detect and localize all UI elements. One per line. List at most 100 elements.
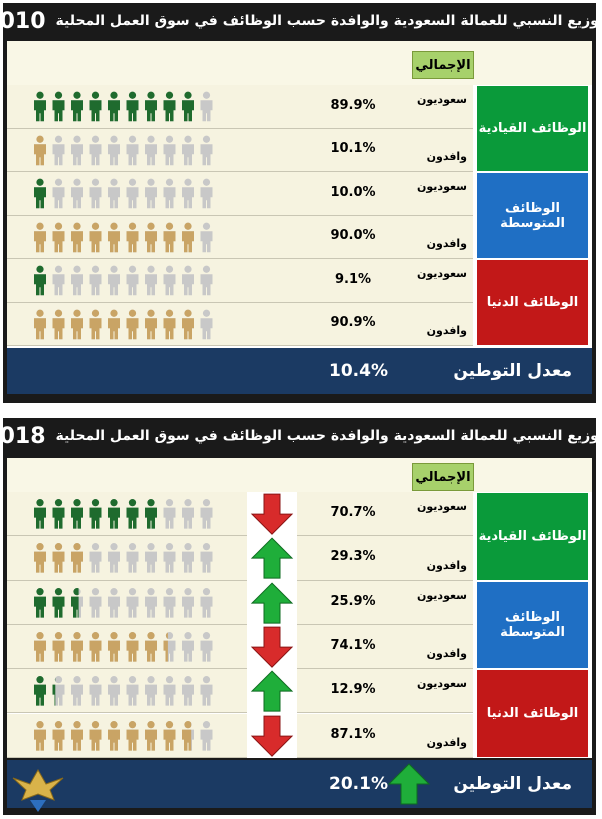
person-icon: [108, 135, 120, 165]
person-icon: [182, 91, 194, 122]
table-row: 90.0% وافدون: [7, 215, 473, 259]
person-icon: [52, 676, 65, 706]
person-icon: [71, 222, 83, 252]
person-icon: [163, 91, 176, 122]
total-header: الإجمالي: [412, 51, 474, 79]
person-icon: [200, 91, 213, 122]
arrow-down-icon: [250, 493, 294, 535]
person-icon: [200, 135, 213, 165]
people-icons: [34, 265, 213, 296]
people-icons: [34, 91, 213, 122]
person-icon: [89, 587, 102, 618]
category-label: الوظائف الدنيا: [477, 670, 588, 757]
percent-value: 90.9%: [330, 315, 376, 331]
person-icon: [126, 543, 139, 573]
percent-value: 29.3%: [330, 549, 376, 565]
person-icon: [52, 135, 65, 165]
category-label: الوظائف المتوسطة: [477, 581, 588, 669]
person-icon: [145, 309, 157, 339]
person-icon: [126, 676, 139, 706]
person-icon: [71, 676, 83, 706]
person-icon: [145, 499, 157, 529]
person-icon: [126, 309, 139, 339]
person-icon: [182, 499, 194, 529]
saudization-rate-bar: معدل التوطين 10.4%: [7, 348, 592, 394]
trend-arrow: [247, 624, 297, 670]
person-icon: [200, 587, 213, 618]
person-icon: [34, 543, 46, 573]
person-icon: [182, 222, 194, 252]
table-row: 74.1% وافدون: [7, 624, 473, 670]
person-icon: [200, 178, 213, 209]
percent-value: 87.1%: [330, 726, 376, 742]
percent-value: 10.0%: [330, 184, 376, 200]
person-icon: [163, 178, 176, 209]
people-icons: [34, 720, 213, 751]
person-icon: [163, 631, 176, 662]
person-icon: [182, 135, 194, 165]
percent-value: 70.7%: [330, 505, 376, 521]
person-icon: [71, 720, 83, 751]
person-icon: [34, 499, 46, 529]
people-icons: [34, 135, 213, 165]
person-icon: [108, 676, 120, 706]
person-icon: [89, 178, 102, 209]
person-icon: [182, 178, 194, 209]
person-icon: [52, 309, 65, 339]
percent-value: 89.9%: [330, 97, 376, 113]
trend-arrow: [247, 536, 297, 581]
person-icon: [126, 720, 139, 751]
person-icon: [89, 222, 102, 252]
person-icon: [108, 309, 120, 339]
person-icon: [71, 543, 83, 573]
people-icons: [34, 587, 213, 618]
trend-arrow: [247, 580, 297, 625]
trend-arrow: [247, 713, 297, 758]
person-icon: [89, 309, 102, 339]
arrow-up-icon: [250, 670, 294, 712]
person-icon: [200, 676, 213, 706]
person-icon: [145, 631, 157, 662]
people-icons: [34, 631, 213, 662]
arrow-up-icon: [250, 582, 294, 624]
saudization-rate-value: 10.4%: [329, 361, 388, 381]
person-icon: [163, 720, 176, 751]
person-icon: [200, 265, 213, 296]
person-icon: [200, 543, 213, 573]
person-icon: [89, 135, 102, 165]
person-icon: [52, 265, 65, 296]
person-icon: [163, 309, 176, 339]
person-icon: [163, 265, 176, 296]
category-label: الوظائف الدنيا: [477, 260, 588, 345]
category-label: الوظائف القيادية: [477, 86, 588, 171]
person-icon: [163, 676, 176, 706]
person-icon: [34, 135, 46, 165]
person-icon: [89, 499, 102, 529]
person-icon: [108, 720, 120, 751]
person-icon: [126, 178, 139, 209]
person-icon: [200, 631, 213, 662]
person-icon: [126, 265, 139, 296]
person-icon: [145, 135, 157, 165]
panel-title-text: التوزيع النسبي للعمالة السعودية والوافدة…: [55, 428, 602, 444]
panel-body: الإجمالي الوظائف القيادية 89.9% سعوديون 10.…: [7, 41, 592, 391]
person-icon: [126, 222, 139, 252]
person-icon: [34, 587, 46, 618]
person-icon: [108, 631, 120, 662]
table-row: 29.3% وافدون: [7, 536, 473, 581]
person-icon: [89, 265, 102, 296]
person-icon: [89, 720, 102, 751]
row-label: سعوديون: [417, 267, 467, 280]
saudization-rate-bar: معدل التوطين 20.1%: [7, 760, 592, 808]
person-icon: [145, 91, 157, 122]
person-icon: [34, 720, 46, 751]
person-icon: [200, 499, 213, 529]
person-icon: [71, 631, 83, 662]
row-label: سعوديون: [417, 180, 467, 193]
person-icon: [200, 222, 213, 252]
total-header-bar: [7, 458, 592, 492]
person-icon: [71, 265, 83, 296]
table-row: 10.1% وافدون: [7, 128, 473, 172]
percent-value: 9.1%: [334, 271, 372, 287]
person-icon: [145, 222, 157, 252]
